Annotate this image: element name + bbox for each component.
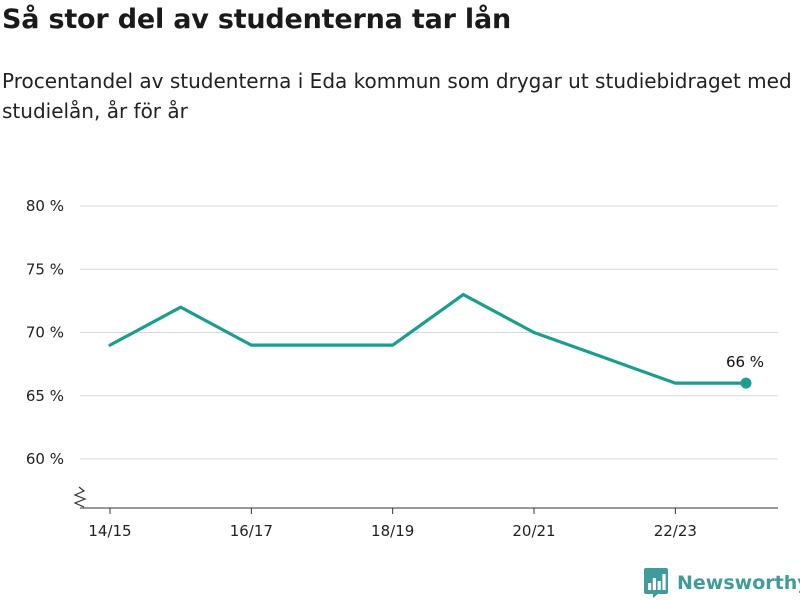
y-tick-label: 65 % <box>26 387 64 405</box>
data-labels: 66 % <box>726 353 764 371</box>
data-point <box>740 377 752 389</box>
y-axis-labels: 60 % 65 % 70 % 75 % 80 % <box>26 197 64 468</box>
axis-break-icon <box>73 486 87 508</box>
x-tick-label: 14/15 <box>88 522 131 540</box>
brand-name: Newsworthy <box>677 572 800 594</box>
x-tick-label: 22/23 <box>654 522 697 540</box>
y-tick-label: 75 % <box>26 260 64 278</box>
x-tick-label: 16/17 <box>230 522 273 540</box>
bar-chart-logo-icon <box>644 568 668 598</box>
series <box>108 292 752 389</box>
series-line <box>108 292 748 385</box>
y-tick-label: 70 % <box>26 324 64 342</box>
x-tick-label: 20/21 <box>512 522 555 540</box>
brand-logo: Newsworthy <box>644 568 800 598</box>
chart-title: Så stor del av studenterna tar lån <box>2 4 511 35</box>
y-tick-label: 60 % <box>26 450 64 468</box>
y-tick-label: 80 % <box>26 197 64 215</box>
x-tick-label: 18/19 <box>371 522 414 540</box>
grid-lines <box>80 205 778 460</box>
chart-subtitle: Procentandel av studenterna i Eda kommun… <box>2 69 792 123</box>
x-axis: 14/15 16/17 18/19 20/21 22/23 <box>73 486 778 540</box>
data-label: 66 % <box>726 353 764 371</box>
